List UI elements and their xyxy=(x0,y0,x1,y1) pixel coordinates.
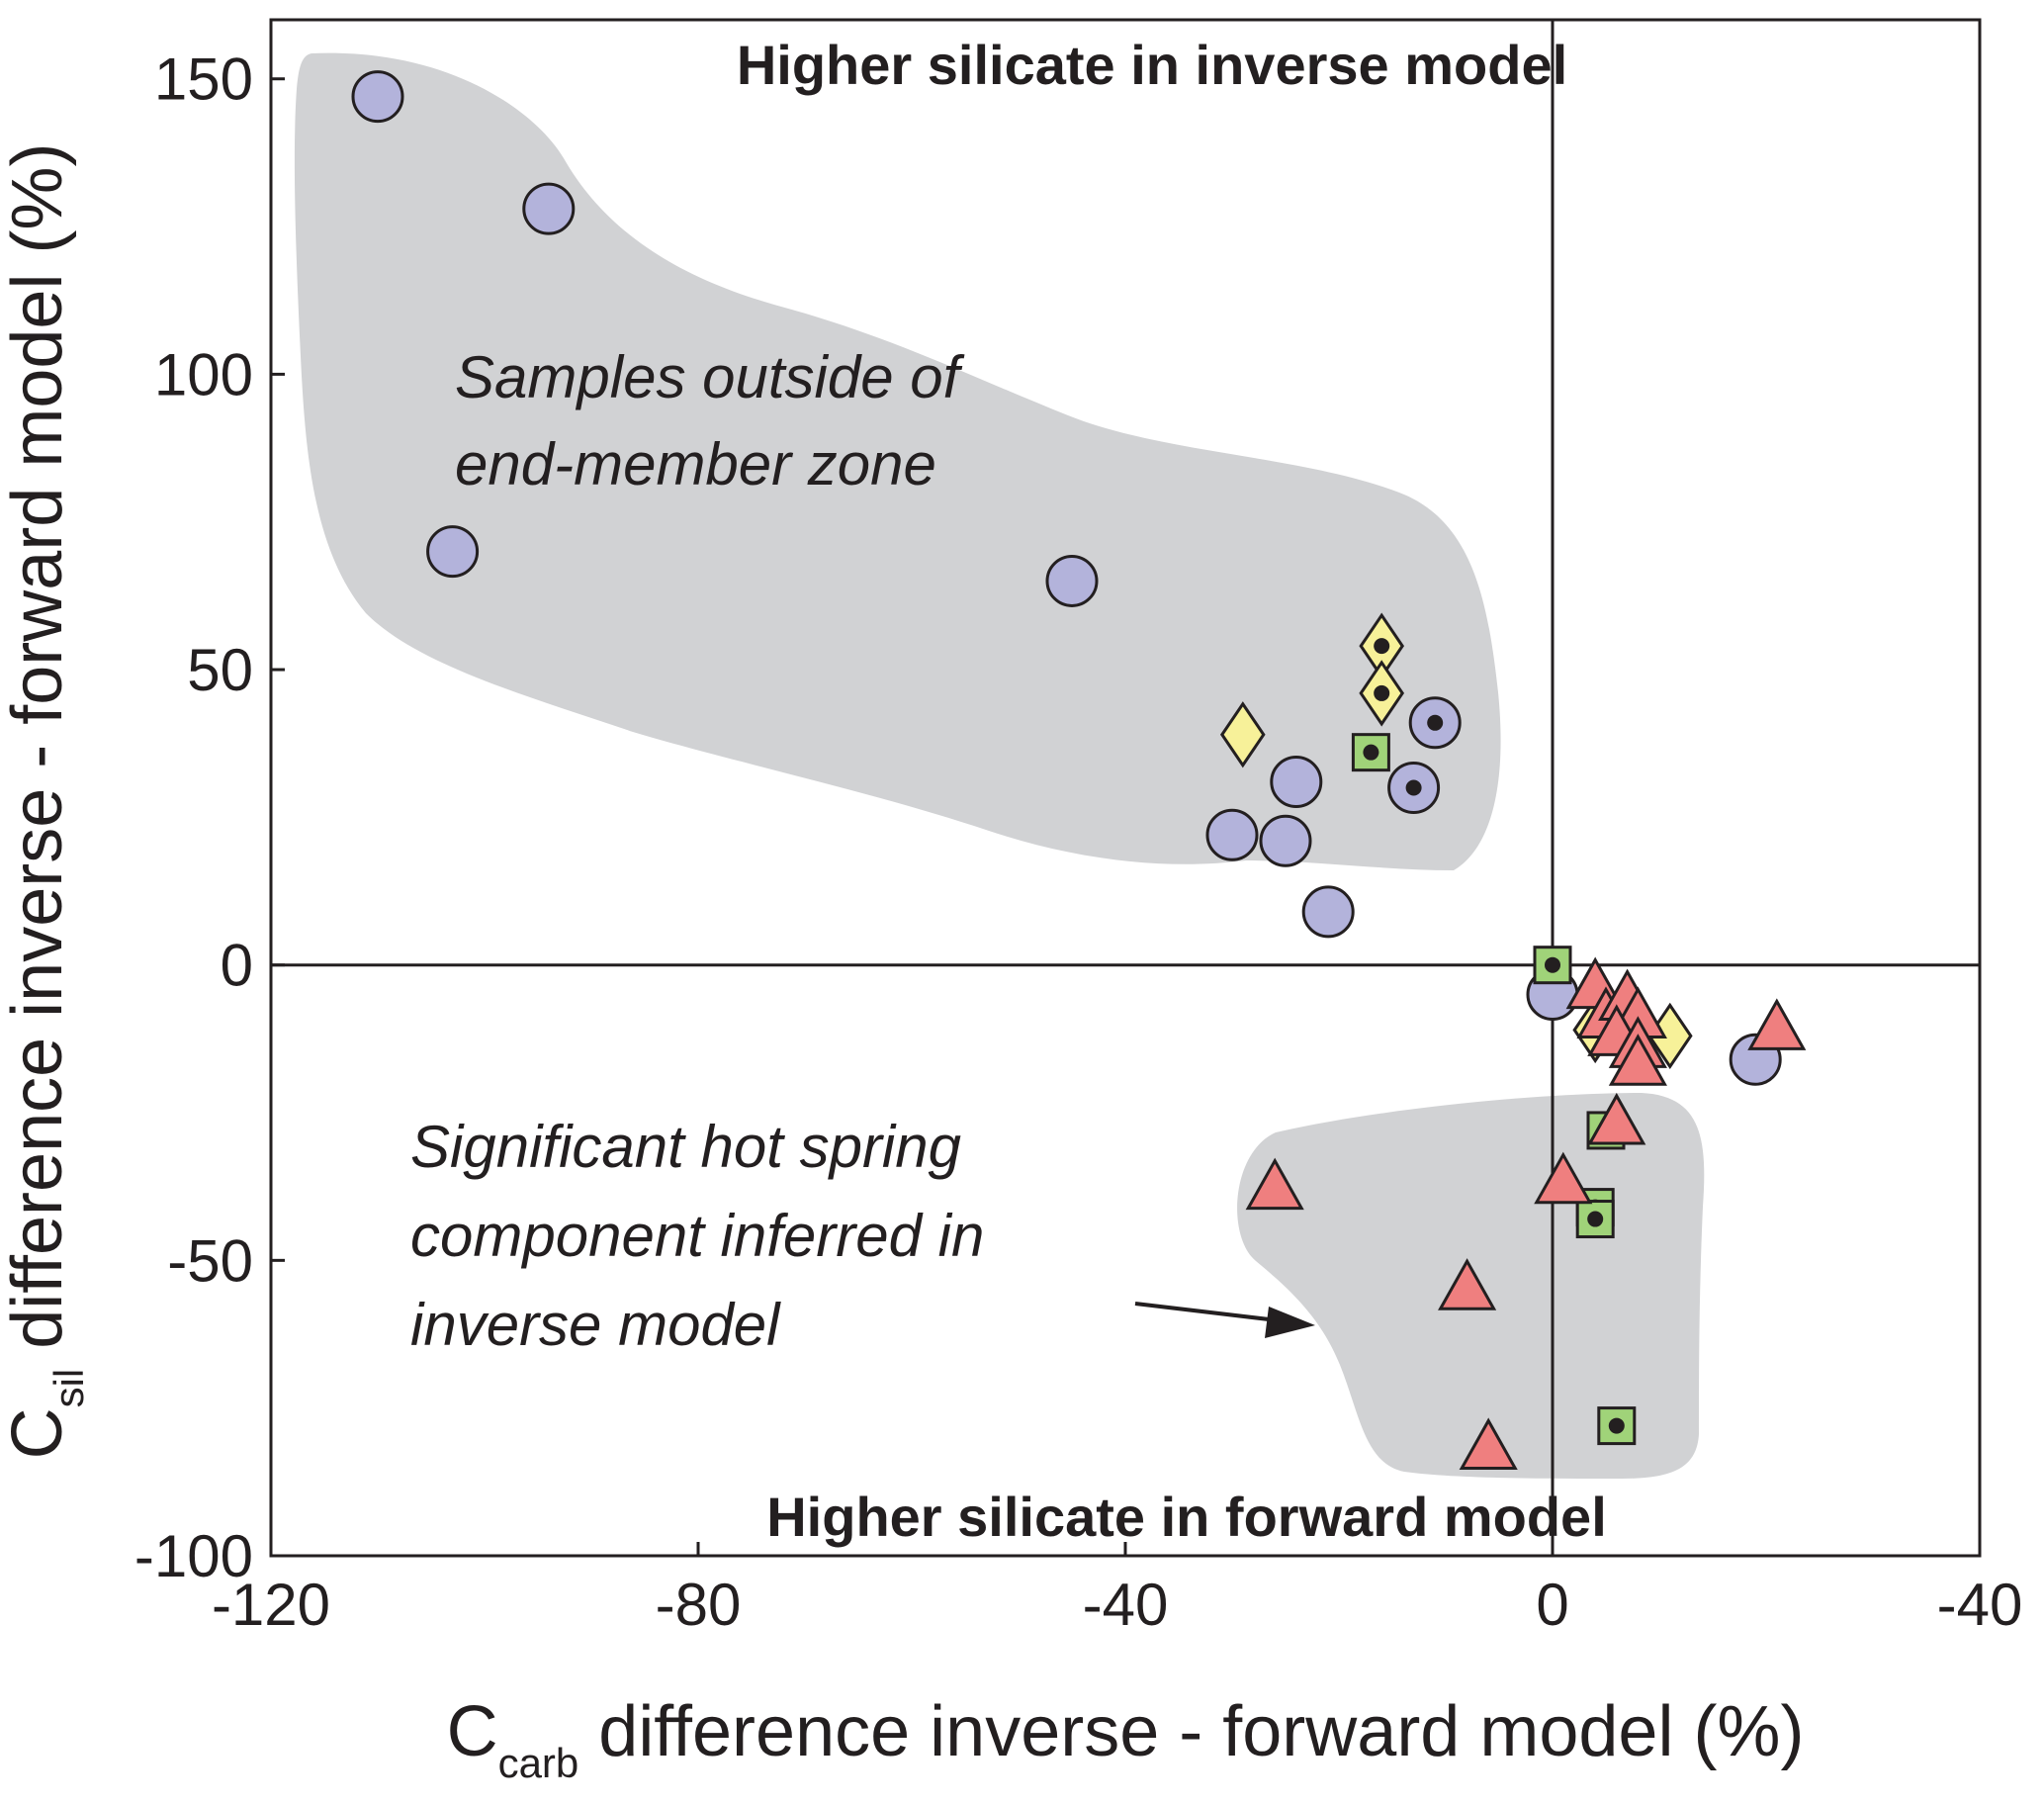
triangle-marker xyxy=(1587,1092,1646,1145)
marker-center-dot xyxy=(1363,744,1379,761)
diamond-marker xyxy=(1219,701,1266,768)
x-axis-title-sub: carb xyxy=(498,1740,579,1786)
circle-marker xyxy=(522,182,576,235)
triangle-marker xyxy=(1534,1151,1593,1205)
region-label-bottom: Higher silicate in forward model xyxy=(766,1486,1607,1548)
x-axis: -120 -80 -40 0 -40 xyxy=(212,1542,2022,1638)
y-tick-label: 100 xyxy=(154,341,253,407)
x-axis-title-rest: difference inverse - forward model (%) xyxy=(578,1692,1804,1771)
marker-center-dot xyxy=(1427,714,1444,731)
annotation-line: end-member zone xyxy=(455,431,936,497)
annotation-arrowhead xyxy=(1265,1307,1315,1338)
triangle-marker xyxy=(1608,1034,1667,1086)
x-tick-label: -120 xyxy=(212,1572,330,1638)
annotation-hot-spring: Significant hot spring component inferre… xyxy=(410,1114,1315,1358)
marker-center-dot xyxy=(1374,684,1390,701)
triangle-marker xyxy=(1459,1417,1518,1470)
x-axis-title-main: C xyxy=(447,1692,498,1771)
marker-center-dot xyxy=(1545,956,1560,973)
annotation-end-member: Samples outside of end-member zone xyxy=(455,344,965,497)
annotation-line: Significant hot spring xyxy=(410,1114,961,1180)
x-tick-label: -40 xyxy=(1937,1572,2023,1638)
annotation-line: component inferred in xyxy=(410,1203,984,1269)
x-tick-label: -40 xyxy=(1083,1572,1169,1638)
y-axis-title-main: C xyxy=(0,1407,77,1459)
y-axis-title: Csil difference inverse - forward model … xyxy=(0,143,92,1460)
marker-center-dot xyxy=(1587,1211,1604,1227)
annotation-line: inverse model xyxy=(410,1292,781,1358)
y-axis-title-rest: difference inverse - forward model (%) xyxy=(0,143,77,1369)
triangle-marker xyxy=(1438,1258,1497,1310)
circle-marker xyxy=(351,70,404,124)
circle-marker xyxy=(426,525,480,579)
data-points xyxy=(351,70,1807,1470)
x-tick-label: -80 xyxy=(656,1572,742,1638)
annotation-line: Samples outside of xyxy=(455,344,965,410)
y-tick-label: 50 xyxy=(187,637,253,703)
x-tick-label: 0 xyxy=(1536,1572,1568,1638)
zero-lines xyxy=(271,20,1980,1556)
y-tick-label: -100 xyxy=(134,1523,253,1589)
circle-marker xyxy=(1205,808,1259,861)
region-label-top: Higher silicate in inverse model xyxy=(737,34,1567,96)
circle-marker xyxy=(1301,885,1355,939)
annotation-arrow-shaft xyxy=(1134,1302,1287,1323)
marker-center-dot xyxy=(1608,1417,1625,1434)
circle-marker xyxy=(1045,554,1099,607)
y-tick-label: 0 xyxy=(221,933,253,999)
triangle-marker xyxy=(1747,998,1807,1050)
y-axis-title-sub: sil xyxy=(45,1369,92,1408)
circle-marker xyxy=(1259,814,1312,867)
marker-center-dot xyxy=(1405,779,1422,796)
triangle-marker xyxy=(1245,1157,1304,1211)
shaded-region-upper xyxy=(294,52,1501,871)
circle-marker xyxy=(1270,756,1323,809)
y-tick-label: 150 xyxy=(154,46,253,113)
y-tick-label: -50 xyxy=(167,1227,253,1294)
square-marker xyxy=(1575,1200,1615,1239)
x-axis-title: Ccarb difference inverse - forward model… xyxy=(447,1692,1805,1786)
marker-center-dot xyxy=(1374,638,1390,655)
y-axis: -100 -50 0 50 100 150 xyxy=(134,46,285,1589)
